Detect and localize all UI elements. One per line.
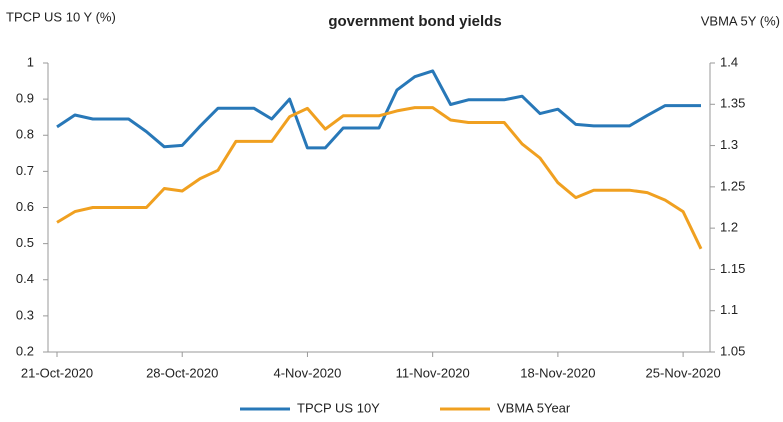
legend-label: TPCP US 10Y bbox=[297, 400, 380, 415]
y-tick-label: 0.3 bbox=[16, 307, 34, 322]
y2-tick-label: 1.3 bbox=[720, 137, 738, 152]
y2-tick-label: 1.35 bbox=[720, 96, 745, 111]
x-tick-label: 25-Nov-2020 bbox=[646, 365, 721, 380]
y2-axis-label: VBMA 5Y (%) bbox=[701, 13, 780, 28]
y-tick-label: 0.2 bbox=[16, 343, 34, 358]
legend-label: VBMA 5Year bbox=[497, 400, 571, 415]
series-line bbox=[56, 69, 701, 150]
chart-title: government bond yields bbox=[328, 13, 501, 30]
y2-tick-label: 1.4 bbox=[720, 54, 738, 69]
y2-tick-label: 1.1 bbox=[720, 302, 738, 317]
y-tick-label: 0.8 bbox=[16, 127, 34, 142]
y-tick-label: 0.9 bbox=[16, 91, 34, 106]
y-tick-label: 0.4 bbox=[16, 271, 34, 286]
y-tick-label: 0.7 bbox=[16, 163, 34, 178]
x-tick-label: 21-Oct-2020 bbox=[21, 365, 93, 380]
x-tick-label: 11-Nov-2020 bbox=[396, 365, 470, 380]
y-tick-label: 0.6 bbox=[16, 199, 34, 214]
y-axis-label: TPCP US 10 Y (%) bbox=[6, 9, 116, 24]
series-line bbox=[56, 106, 703, 250]
y2-tick-label: 1.05 bbox=[720, 343, 745, 358]
y-tick-label: 1 bbox=[27, 54, 34, 69]
x-tick-label: 18-Nov-2020 bbox=[520, 365, 595, 380]
y2-tick-label: 1.25 bbox=[720, 178, 745, 193]
y-tick-label: 0.5 bbox=[16, 235, 34, 250]
x-tick-label: 4-Nov-2020 bbox=[273, 365, 341, 380]
y2-tick-label: 1.2 bbox=[720, 220, 738, 235]
x-tick-label: 28-Oct-2020 bbox=[146, 365, 218, 380]
y2-tick-label: 1.15 bbox=[720, 261, 745, 276]
